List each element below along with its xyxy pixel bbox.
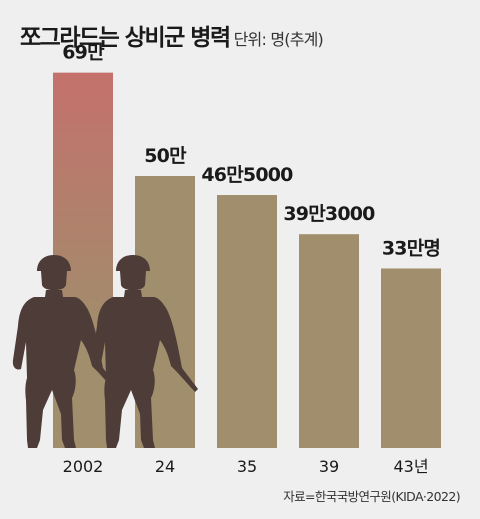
category-label: 39: [319, 457, 339, 476]
soldier-silhouette-icon: [91, 255, 198, 448]
title-row: 쪼그라드는 상비군 병력 단위: 명(추계): [20, 18, 324, 52]
value-label: 69만: [62, 42, 105, 64]
category-label: 24: [155, 457, 175, 476]
category-label: 35: [237, 457, 257, 476]
value-label: 33만명: [382, 237, 440, 259]
category-label: 43년: [393, 457, 428, 476]
category-label: 2002: [63, 457, 104, 476]
bar-35: [217, 195, 277, 448]
source-note: 자료=한국국방연구원(KIDA·2022): [283, 489, 460, 504]
value-label: 50만: [144, 145, 187, 167]
soldier-silhouettes: [12, 255, 198, 448]
value-label: 39만3000: [283, 203, 375, 225]
bar-39: [299, 234, 359, 448]
bar-43년: [381, 268, 441, 448]
soldier-silhouette-icon: [12, 255, 120, 448]
chart-title: 쪼그라드는 상비군 병력: [20, 25, 231, 51]
value-label: 46만5000: [201, 164, 293, 186]
unit-label: 단위: 명(추계): [233, 30, 324, 49]
